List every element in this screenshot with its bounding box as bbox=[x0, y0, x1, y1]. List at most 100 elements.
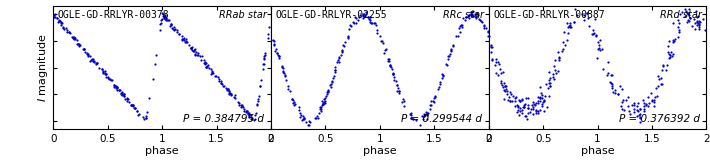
Point bbox=[273, 54, 285, 57]
Point bbox=[650, 95, 661, 98]
Point bbox=[643, 101, 655, 104]
Point bbox=[518, 106, 530, 108]
Point bbox=[492, 61, 503, 64]
Point bbox=[277, 67, 288, 69]
Point bbox=[366, 22, 377, 24]
Point bbox=[122, 98, 133, 101]
Point bbox=[510, 104, 521, 107]
Point bbox=[222, 88, 234, 91]
Point bbox=[64, 31, 75, 34]
Point bbox=[267, 39, 278, 42]
Point bbox=[485, 46, 496, 49]
Point bbox=[601, 73, 612, 76]
Point bbox=[209, 74, 220, 77]
Point bbox=[215, 81, 226, 84]
Point bbox=[564, 23, 575, 26]
Text: OGLE-GD-RRLYR-00887: OGLE-GD-RRLYR-00887 bbox=[493, 10, 605, 20]
Point bbox=[587, 33, 599, 35]
Point bbox=[692, 14, 703, 17]
Point bbox=[383, 60, 395, 63]
Point bbox=[51, 16, 62, 19]
Point bbox=[68, 37, 80, 39]
Point bbox=[364, 21, 375, 24]
Point bbox=[298, 116, 310, 119]
Point bbox=[287, 99, 298, 101]
Point bbox=[631, 109, 643, 111]
Point bbox=[160, 16, 172, 19]
Point bbox=[104, 77, 115, 80]
Point bbox=[234, 103, 245, 106]
Point bbox=[672, 26, 684, 29]
Point bbox=[164, 24, 175, 27]
Point bbox=[233, 102, 244, 105]
Point bbox=[511, 110, 523, 113]
Point bbox=[360, 13, 371, 15]
Point bbox=[203, 66, 214, 69]
Point bbox=[357, 14, 368, 17]
Point bbox=[457, 25, 468, 28]
Point bbox=[665, 53, 676, 56]
Point bbox=[259, 51, 271, 54]
Point bbox=[268, 44, 280, 47]
Point bbox=[667, 53, 679, 55]
Point bbox=[159, 15, 170, 17]
Point bbox=[109, 85, 121, 87]
Point bbox=[648, 104, 660, 107]
Point bbox=[119, 98, 131, 100]
Point bbox=[202, 64, 213, 67]
Point bbox=[59, 28, 70, 30]
Point bbox=[187, 49, 199, 52]
Point bbox=[405, 117, 417, 120]
Point bbox=[186, 46, 197, 48]
Point bbox=[155, 18, 167, 21]
Point bbox=[293, 109, 305, 111]
Point bbox=[160, 16, 172, 19]
Point bbox=[278, 69, 289, 72]
Point bbox=[283, 88, 294, 90]
Point bbox=[437, 74, 449, 76]
Point bbox=[532, 102, 544, 104]
Point bbox=[255, 85, 266, 87]
Point bbox=[690, 10, 701, 13]
Point bbox=[224, 92, 235, 94]
Point bbox=[628, 111, 640, 113]
Point bbox=[501, 85, 512, 88]
Point bbox=[224, 93, 235, 95]
Point bbox=[311, 114, 322, 117]
Point bbox=[691, 20, 702, 23]
Point bbox=[87, 58, 99, 60]
Point bbox=[49, 14, 60, 17]
Point bbox=[633, 101, 644, 104]
Point bbox=[185, 47, 197, 50]
Point bbox=[171, 31, 182, 34]
Point bbox=[638, 99, 649, 102]
Point bbox=[119, 93, 130, 96]
Point bbox=[483, 34, 494, 37]
Point bbox=[207, 71, 218, 74]
Point bbox=[425, 108, 436, 110]
Point bbox=[348, 21, 359, 24]
Point bbox=[320, 97, 331, 100]
Point bbox=[225, 93, 236, 95]
Point bbox=[158, 16, 170, 19]
Point bbox=[315, 107, 327, 110]
Point bbox=[465, 11, 476, 14]
Point bbox=[405, 113, 417, 116]
Point bbox=[118, 93, 129, 96]
Point bbox=[510, 96, 521, 98]
Point bbox=[359, 15, 371, 17]
Point bbox=[553, 55, 564, 58]
Point bbox=[97, 69, 109, 72]
Point bbox=[315, 106, 326, 109]
Point bbox=[388, 73, 399, 75]
Point bbox=[272, 53, 283, 56]
Point bbox=[564, 22, 576, 24]
Point bbox=[493, 73, 504, 76]
Point bbox=[106, 78, 118, 81]
Point bbox=[61, 28, 72, 31]
Point bbox=[280, 78, 291, 81]
Point bbox=[317, 100, 328, 102]
Point bbox=[386, 68, 398, 71]
Point bbox=[276, 66, 288, 69]
Point bbox=[486, 46, 498, 48]
